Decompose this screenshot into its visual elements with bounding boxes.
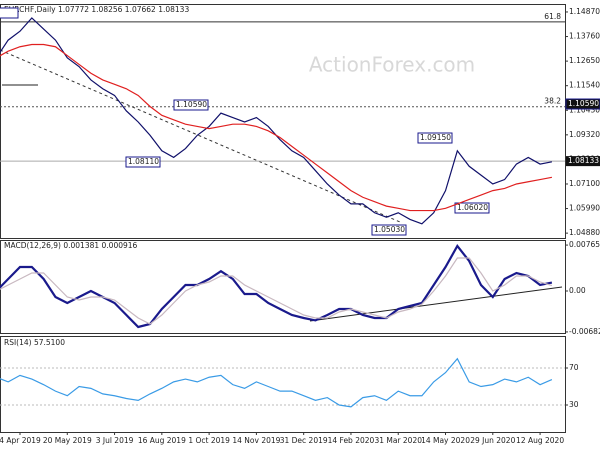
series-line <box>0 257 553 325</box>
series-line <box>0 17 553 225</box>
x-tick-label: 4 Apr 2019 <box>0 436 41 445</box>
last-price-label: 1.08133 <box>568 156 599 165</box>
fib-label: 61.8 <box>544 12 561 21</box>
y-tick-label: -0.006822 <box>569 327 600 336</box>
annotation-box <box>417 132 453 144</box>
x-tick-label: 14 Nov 2019 <box>232 436 280 445</box>
annotation-box <box>371 224 407 236</box>
annotation: 1.09150 <box>420 133 451 142</box>
x-tick-label: 3 Jul 2019 <box>96 436 134 445</box>
y-tick-label: 30 <box>569 400 579 409</box>
x-tick-label: 31 Mar 2020 <box>374 436 422 445</box>
annotation: 1.05030 <box>374 225 405 234</box>
y-tick-label: 1.12650 <box>569 56 600 65</box>
x-tick-label: 14 Feb 2020 <box>328 436 375 445</box>
y-tick-label: 1.14870 <box>569 7 600 16</box>
annotation-box <box>565 98 600 110</box>
annotation: 1.06020 <box>457 203 488 212</box>
last-price-box <box>566 156 600 167</box>
y-tick-label: 1.10430 <box>569 105 600 114</box>
price-panel <box>0 4 566 239</box>
y-tick-label: 0.00 <box>569 286 586 295</box>
x-tick-label: 14 May 2020 <box>421 436 470 445</box>
annotation-box <box>454 202 490 214</box>
series-line <box>0 357 553 408</box>
macd-trendline <box>309 286 563 322</box>
x-tick-label: 16 Aug 2019 <box>138 436 186 445</box>
x-tick-label: 1 Oct 2019 <box>188 436 230 445</box>
y-tick-label: 1.13760 <box>569 32 600 41</box>
y-tick-label: 1.05990 <box>569 204 600 213</box>
series-line <box>0 244 553 329</box>
y-tick-label: 0.007655 <box>569 240 600 249</box>
annotation: 1.08110 <box>128 157 159 166</box>
x-tick-label: 20 May 2019 <box>43 436 92 445</box>
fib-label: 38.2 <box>544 97 561 106</box>
chart-title: EURCHF,Daily 1.07772 1.08256 1.07662 1.0… <box>4 5 189 14</box>
x-tick-label: 29 Jun 2020 <box>470 436 515 445</box>
macd-title: MACD(12,26,9) 0.001381 0.000916 <box>4 241 138 250</box>
x-tick-label: 31 Dec 2019 <box>280 436 328 445</box>
series-line <box>0 43 553 212</box>
y-tick-label: 1.04880 <box>569 228 600 237</box>
annotation-box <box>125 156 161 168</box>
annotation: 1.10590 <box>568 99 599 108</box>
annotation: 760 <box>0 8 1 17</box>
rsi-title: RSI(14) 57.5100 <box>4 338 65 347</box>
y-tick-label: 1.11540 <box>569 81 600 90</box>
watermark: ActionForex.com <box>309 53 475 77</box>
y-tick-label: 70 <box>569 363 579 372</box>
y-tick-label: 1.09320 <box>569 130 600 139</box>
rsi-panel <box>0 336 566 433</box>
price-trendline <box>0 49 401 223</box>
annotation: 1.10590 <box>176 100 207 109</box>
y-tick-label: 1.07100 <box>569 179 600 188</box>
annotation-box <box>173 99 209 111</box>
annotation-box <box>0 7 19 19</box>
x-tick-label: 12 Aug 2020 <box>516 436 564 445</box>
